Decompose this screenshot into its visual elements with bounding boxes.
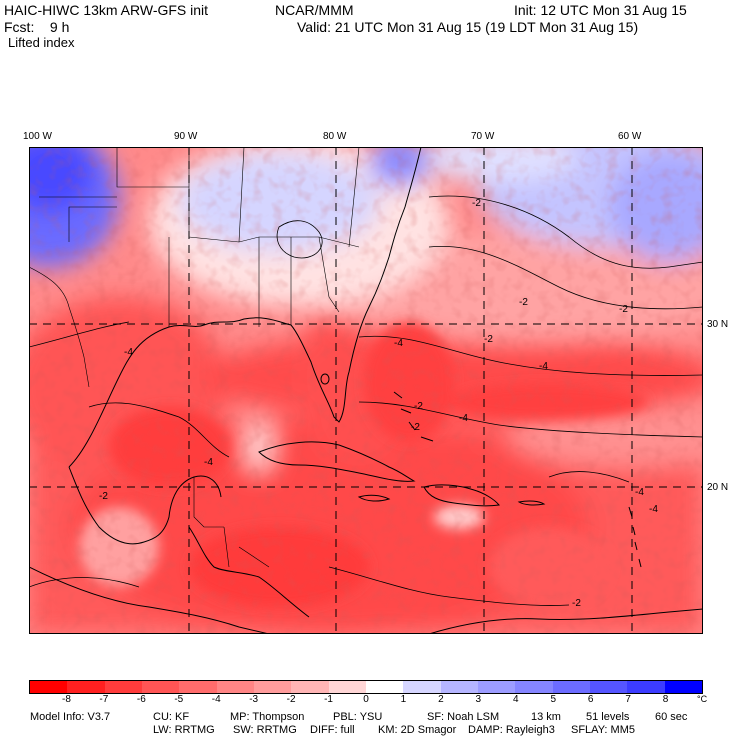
legend-swatch	[403, 681, 441, 693]
model-info-item: MP: Thompson	[230, 711, 305, 723]
init-time: Init: 12 UTC Mon 31 Aug 15	[514, 2, 687, 18]
legend-swatch	[515, 681, 553, 693]
lat-lon-grid	[29, 147, 703, 634]
lat-label-20n: 20 N	[707, 482, 729, 493]
legend-tick-label: 7	[625, 694, 631, 705]
institution: NCAR/MMM	[275, 2, 354, 18]
coastlines	[29, 147, 703, 634]
legend-tick-label: -3	[249, 694, 259, 705]
legend-tick-label: -6	[136, 694, 146, 705]
model-info-item: 60 sec	[655, 711, 688, 723]
model-info-item: PBL: YSU	[333, 711, 383, 723]
model-info-item: 51 levels	[586, 711, 630, 723]
map-frame	[29, 147, 703, 634]
contour-label: -4	[204, 457, 213, 468]
model-info-item: SW: RRTMG	[233, 724, 297, 736]
legend-swatch	[627, 681, 665, 693]
contour-label: -4	[124, 347, 133, 358]
legend-swatch	[67, 681, 105, 693]
model-info-item: DAMP: Rayleigh3	[468, 724, 555, 736]
legend-tick-label: 6	[587, 694, 594, 705]
lifted-index-contours	[29, 195, 703, 606]
legend-tick-label: -4	[211, 694, 221, 705]
contour-label: -4	[635, 487, 644, 498]
legend-swatch	[365, 681, 404, 693]
legend-tick-label: 0	[363, 694, 369, 705]
legend-swatch	[291, 681, 329, 693]
contour-label: -2	[414, 401, 423, 412]
model-info-item: DIFF: full	[310, 724, 355, 736]
legend-tick-label: 2	[438, 694, 444, 705]
model-info-item: SFLAY: MM5	[571, 724, 635, 736]
legend-swatch	[30, 681, 68, 693]
forecast-hour: Fcst: 9 h	[4, 19, 70, 35]
lifted-index-map: -2 -2 -4 -4 -4 -2 -2 -4 -4 -2 -4 -2 -2 -…	[29, 147, 703, 634]
legend-tick-label: -2	[286, 694, 296, 705]
model-info-item: Model Info: V3.7	[30, 711, 111, 723]
contour-label: -4	[539, 361, 548, 372]
contour-label: -2	[472, 198, 481, 209]
legend-tick-label: -8	[61, 694, 71, 705]
contour-label: -2	[484, 334, 493, 345]
lat-label-30n: 30 N	[707, 319, 729, 330]
legend-swatch	[253, 681, 292, 693]
lon-label-100w: 100 W	[23, 131, 52, 142]
lon-label-80w: 80 W	[323, 131, 347, 142]
legend-swatch	[104, 681, 142, 693]
lon-label-70w: 70 W	[471, 131, 495, 142]
legend-swatch	[664, 681, 702, 693]
field-name: Lifted index	[8, 35, 75, 50]
model-info-item: 13 km	[531, 711, 561, 723]
model-info-item: SF: Noah LSM	[427, 711, 500, 723]
legend-tick-label: 1	[400, 694, 407, 705]
color-legend-bar	[29, 680, 703, 694]
contour-label: -4	[649, 504, 658, 515]
legend-tick-label: 5	[550, 694, 556, 705]
legend-swatch	[440, 681, 478, 693]
model-title: HAIC-HIWC 13km ARW-GFS init	[4, 2, 209, 18]
legend-swatch	[477, 681, 516, 693]
legend-tick-label: -5	[174, 694, 184, 705]
valid-time: Valid: 21 UTC Mon 31 Aug 15 (19 LDT Mon …	[297, 19, 639, 35]
contour-labels: -2 -2 -4 -4 -4 -2 -2 -4 -4 -2 -4 -2 -2 -…	[99, 198, 658, 609]
contour-label: -2	[619, 304, 628, 315]
contour-label: -2	[99, 491, 108, 502]
legend-swatch	[328, 681, 366, 693]
legend-tick-label: 4	[512, 694, 519, 705]
contour-label: -2	[519, 297, 528, 308]
legend-swatch	[589, 681, 628, 693]
legend-swatch	[552, 681, 590, 693]
contour-label: -2	[572, 598, 581, 609]
legend-tick-label: -7	[99, 694, 109, 705]
shaded-field	[29, 147, 703, 634]
legend-tick-label: 8	[662, 694, 669, 705]
contour-label: -4	[394, 338, 403, 349]
legend-unit: °C	[697, 694, 708, 704]
legend-tick-label: 3	[475, 694, 482, 705]
contour-label: -4	[459, 413, 468, 424]
lon-label-60w: 60 W	[618, 131, 642, 142]
legend-swatch	[141, 681, 180, 693]
model-info-item: LW: RRTMG	[153, 724, 215, 736]
legend-swatch	[216, 681, 254, 693]
model-info-item: CU: KF	[153, 711, 190, 723]
model-info-item: KM: 2D Smagor	[378, 724, 457, 736]
contour-label: -2	[411, 422, 420, 433]
lon-label-90w: 90 W	[174, 131, 198, 142]
legend-swatch	[179, 681, 217, 693]
legend-tick-label: -1	[324, 694, 333, 705]
